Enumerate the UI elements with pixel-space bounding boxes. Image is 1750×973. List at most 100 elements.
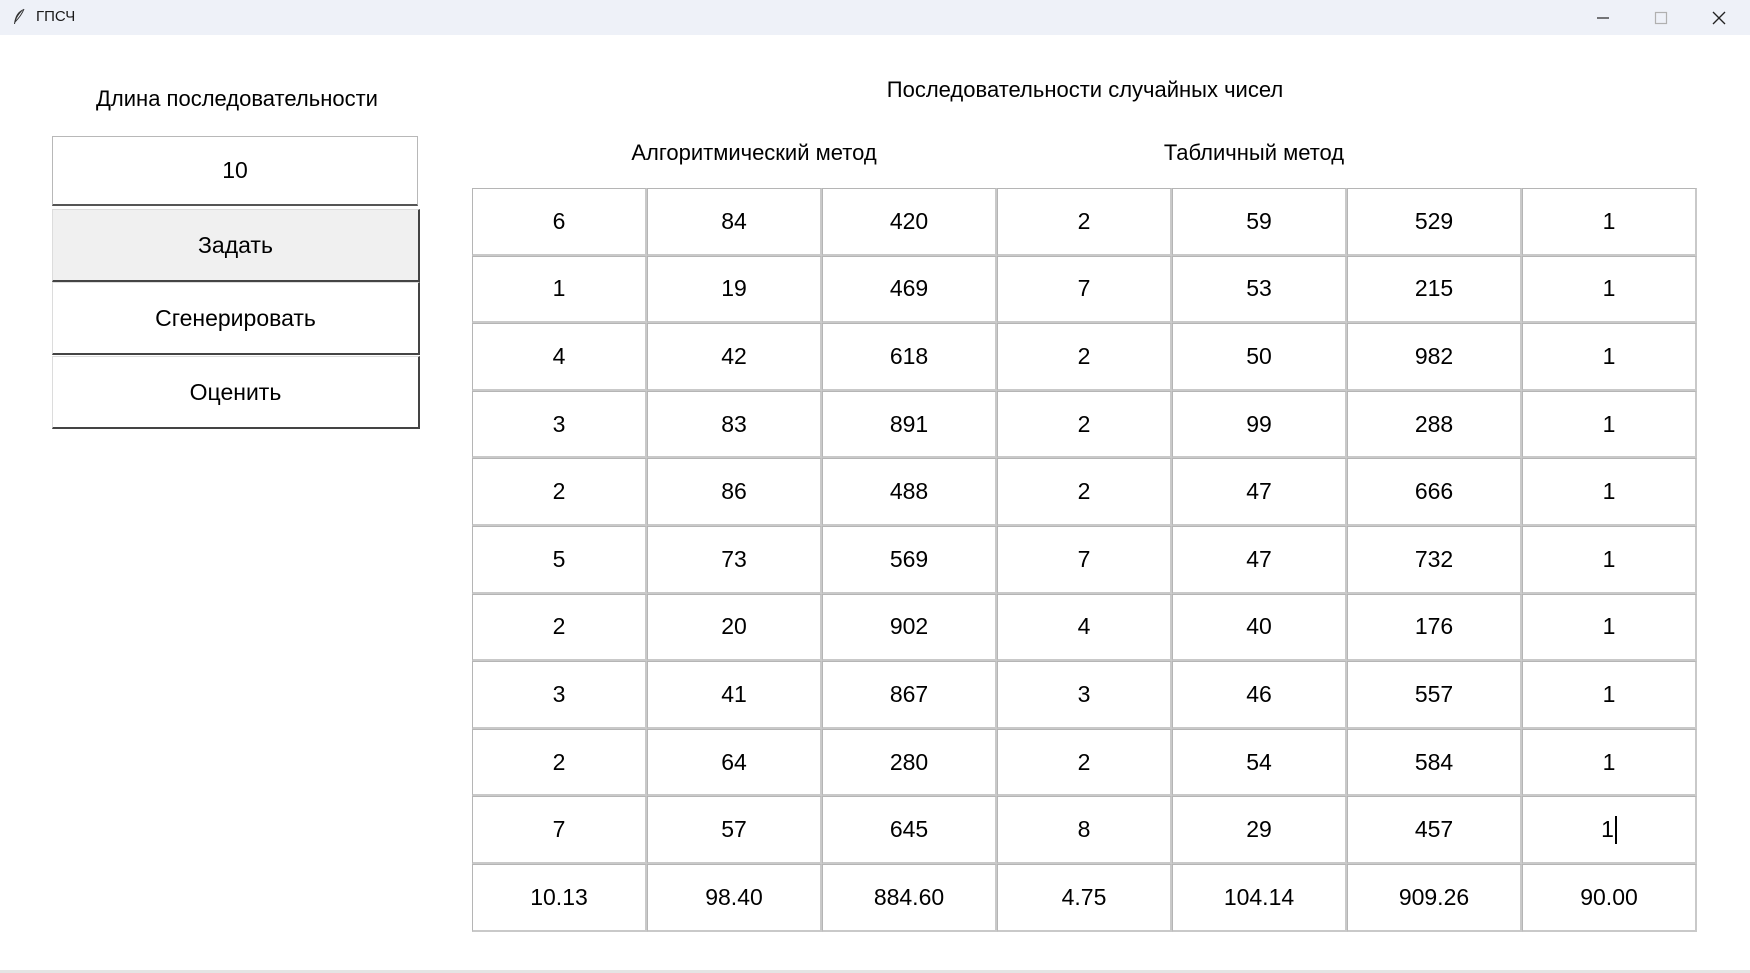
set-button[interactable]: Задать [52, 209, 420, 282]
grid-cell[interactable]: 3 [472, 661, 647, 729]
grid-cell[interactable]: 4 [997, 593, 1172, 662]
grid-cell[interactable]: 84 [647, 188, 822, 256]
grid-cell[interactable]: 73 [647, 525, 822, 594]
grid-cell[interactable]: 2 [997, 390, 1172, 459]
cell-value: 557 [1414, 680, 1454, 707]
grid-cell[interactable]: 2 [472, 593, 647, 662]
grid-cell[interactable]: 2 [997, 458, 1172, 526]
grid-cell[interactable]: 19 [647, 255, 822, 324]
grid-cell[interactable]: 618 [822, 323, 997, 391]
cell-value: 891 [889, 410, 929, 437]
summary-cell[interactable]: 884.60 [822, 863, 997, 932]
grid-cell[interactable]: 2 [472, 728, 647, 797]
maximize-button[interactable] [1632, 0, 1690, 35]
summary-cell[interactable]: 10.13 [472, 863, 647, 932]
grid-cell[interactable]: 1 [1522, 255, 1697, 324]
cell-value: 2 [1077, 207, 1091, 234]
grid-cell[interactable]: 86 [647, 458, 822, 526]
grid-cell[interactable]: 982 [1347, 323, 1522, 391]
grid-cell[interactable]: 7 [997, 255, 1172, 324]
grid-cell[interactable]: 3 [997, 661, 1172, 729]
summary-cell[interactable]: 104.14 [1172, 863, 1347, 932]
summary-value: 884.60 [873, 883, 945, 910]
grid-cell[interactable]: 83 [647, 390, 822, 459]
grid-cell[interactable]: 42 [647, 323, 822, 391]
cell-value: 20 [721, 613, 747, 640]
title-bar: ГПСЧ [0, 0, 1750, 35]
cell-value: 7 [1077, 545, 1091, 572]
grid-cell[interactable]: 1 [1522, 458, 1697, 526]
grid-cell[interactable]: 2 [472, 458, 647, 526]
grid-cell[interactable]: 584 [1347, 728, 1522, 797]
grid-cell[interactable]: 6 [472, 188, 647, 256]
grid-cell[interactable]: 54 [1172, 728, 1347, 797]
grid-cell[interactable]: 1 [1522, 390, 1697, 459]
grid-cell[interactable]: 732 [1347, 525, 1522, 594]
grid-cell[interactable]: 1 [1522, 323, 1697, 391]
grid-cell[interactable]: 645 [822, 796, 997, 864]
grid-cell[interactable]: 29 [1172, 796, 1347, 864]
grid-cell[interactable]: 280 [822, 728, 997, 797]
summary-cell[interactable]: 4.75 [997, 863, 1172, 932]
grid-cell[interactable]: 46 [1172, 661, 1347, 729]
grid-cell[interactable]: 8 [997, 796, 1172, 864]
grid-cell[interactable]: 4 [472, 323, 647, 391]
cell-value: 1 [1602, 748, 1616, 775]
minimize-button[interactable] [1574, 0, 1632, 35]
grid-cell[interactable]: 20 [647, 593, 822, 662]
grid-cell[interactable]: 569 [822, 525, 997, 594]
grid-cell[interactable]: 2 [997, 188, 1172, 256]
cell-value: 1 [1602, 410, 1616, 437]
summary-cell[interactable]: 909.26 [1347, 863, 1522, 932]
grid-cell[interactable]: 1 [1522, 525, 1697, 594]
grid-cell[interactable]: 7 [472, 796, 647, 864]
grid-cell[interactable]: 1 [1522, 188, 1697, 256]
grid-cell[interactable]: 902 [822, 593, 997, 662]
grid-cell[interactable]: 529 [1347, 188, 1522, 256]
grid-cell[interactable]: 1 [472, 255, 647, 324]
grid-cell[interactable]: 557 [1347, 661, 1522, 729]
grid-cell[interactable]: 47 [1172, 525, 1347, 594]
grid-cell[interactable]: 47 [1172, 458, 1347, 526]
grid-cell[interactable]: 1 [1522, 796, 1697, 864]
close-button[interactable] [1690, 0, 1748, 35]
grid-cell[interactable]: 891 [822, 390, 997, 459]
grid-cell[interactable]: 2 [997, 728, 1172, 797]
grid-cell[interactable]: 41 [647, 661, 822, 729]
grid-cell[interactable]: 40 [1172, 593, 1347, 662]
summary-cell[interactable]: 98.40 [647, 863, 822, 932]
cell-value: 1 [1602, 545, 1616, 572]
grid-cell[interactable]: 867 [822, 661, 997, 729]
grid-cell[interactable]: 288 [1347, 390, 1522, 459]
grid-cell[interactable]: 666 [1347, 458, 1522, 526]
grid-cell[interactable]: 64 [647, 728, 822, 797]
length-input[interactable] [52, 136, 418, 206]
grid-cell[interactable]: 469 [822, 255, 997, 324]
grid-cell[interactable]: 7 [997, 525, 1172, 594]
cell-value: 2 [552, 478, 566, 505]
grid-cell[interactable]: 457 [1347, 796, 1522, 864]
grid-cell[interactable]: 215 [1347, 255, 1522, 324]
grid-cell[interactable]: 99 [1172, 390, 1347, 459]
grid-cell[interactable]: 5 [472, 525, 647, 594]
cell-value: 666 [1414, 478, 1454, 505]
summary-value: 4.75 [1061, 883, 1107, 910]
grid-cell[interactable]: 1 [1522, 728, 1697, 797]
cell-value: 86 [721, 478, 747, 505]
cell-value: 529 [1414, 207, 1454, 234]
cell-value: 215 [1414, 275, 1454, 302]
grid-cell[interactable]: 3 [472, 390, 647, 459]
summary-cell[interactable]: 90.00 [1522, 863, 1697, 932]
grid-cell[interactable]: 50 [1172, 323, 1347, 391]
grid-cell[interactable]: 488 [822, 458, 997, 526]
evaluate-button[interactable]: Оценить [52, 356, 420, 429]
grid-cell[interactable]: 59 [1172, 188, 1347, 256]
grid-cell[interactable]: 57 [647, 796, 822, 864]
grid-cell[interactable]: 1 [1522, 593, 1697, 662]
generate-button[interactable]: Сгенерировать [52, 282, 420, 355]
grid-cell[interactable]: 53 [1172, 255, 1347, 324]
grid-cell[interactable]: 1 [1522, 661, 1697, 729]
grid-cell[interactable]: 176 [1347, 593, 1522, 662]
grid-cell[interactable]: 420 [822, 188, 997, 256]
grid-cell[interactable]: 2 [997, 323, 1172, 391]
